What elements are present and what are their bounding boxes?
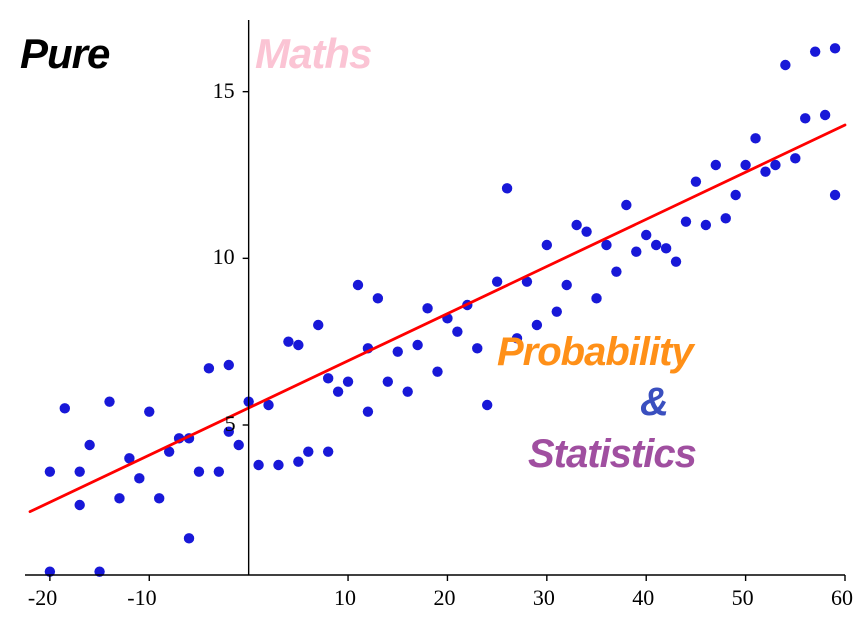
x-tick-label: 30: [533, 585, 555, 611]
y-tick-label: 5: [225, 411, 236, 437]
x-tick-label: 60: [831, 585, 853, 611]
overlay-label: Probability: [497, 330, 693, 375]
chart-svg: [0, 0, 860, 620]
x-tick-label: 10: [334, 585, 356, 611]
x-tick-label: -10: [127, 585, 156, 611]
x-tick-label: 50: [732, 585, 754, 611]
x-tick-label: -20: [28, 585, 57, 611]
overlay-label: Pure: [20, 30, 109, 78]
y-tick-label: 10: [213, 244, 235, 270]
x-tick-label: 20: [433, 585, 455, 611]
overlay-label: &: [640, 380, 668, 425]
x-tick-label: 40: [632, 585, 654, 611]
overlay-label: Statistics: [528, 432, 696, 477]
y-tick-label: 15: [213, 78, 235, 104]
overlay-label: Maths: [255, 30, 371, 78]
scatter-chart: [0, 0, 860, 620]
